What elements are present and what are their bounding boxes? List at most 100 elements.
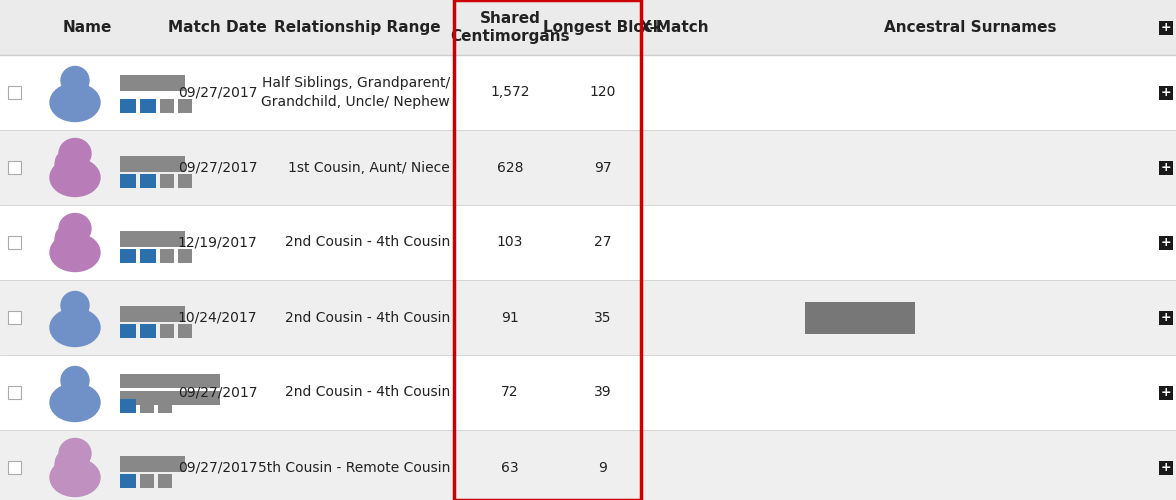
Bar (1158, 20, 1172, 34)
Bar (140, 324, 156, 338)
Ellipse shape (51, 458, 100, 496)
Bar (1158, 236, 1172, 250)
Bar (120, 230, 185, 246)
Bar (140, 474, 154, 488)
Bar (140, 98, 156, 112)
Bar (158, 398, 172, 412)
Ellipse shape (55, 454, 67, 477)
Bar (8, 161, 21, 174)
Text: +: + (1161, 161, 1171, 174)
Bar (0, 280, 1176, 355)
Bar (8, 461, 21, 474)
Ellipse shape (51, 308, 100, 346)
Text: 10/24/2017: 10/24/2017 (178, 310, 258, 324)
Bar (120, 98, 136, 112)
Text: 09/27/2017: 09/27/2017 (178, 86, 258, 100)
Circle shape (61, 442, 89, 469)
Bar (160, 324, 174, 338)
Text: 1st Cousin, Aunt/ Niece: 1st Cousin, Aunt/ Niece (288, 160, 450, 174)
Ellipse shape (59, 138, 91, 168)
Bar (120, 456, 185, 471)
Text: 97: 97 (594, 160, 612, 174)
Bar (160, 248, 174, 262)
Bar (120, 74, 185, 90)
Text: Ancestral Surnames: Ancestral Surnames (883, 20, 1056, 35)
Bar (806, 302, 915, 334)
Text: Name: Name (62, 20, 112, 35)
Text: 9: 9 (599, 460, 607, 474)
Text: 12/19/2017: 12/19/2017 (178, 236, 258, 250)
Bar (178, 248, 192, 262)
Ellipse shape (51, 158, 100, 196)
Text: 5th Cousin - Remote Cousin: 5th Cousin - Remote Cousin (258, 460, 450, 474)
Bar (8, 386, 21, 399)
Bar (0, 355, 1176, 430)
Ellipse shape (59, 214, 91, 244)
Text: Relationship Range: Relationship Range (274, 20, 441, 35)
Text: 1,572: 1,572 (490, 86, 529, 100)
Text: 09/27/2017: 09/27/2017 (178, 160, 258, 174)
Bar (0, 55, 1176, 130)
Text: +: + (1161, 236, 1171, 249)
Bar (140, 398, 154, 412)
Ellipse shape (55, 154, 67, 178)
Bar (120, 324, 136, 338)
Text: 35: 35 (594, 310, 612, 324)
Bar (0, 130, 1176, 205)
Bar (120, 306, 185, 322)
Ellipse shape (55, 228, 67, 252)
Bar (1158, 160, 1172, 174)
Bar (120, 398, 136, 412)
Bar (120, 390, 220, 404)
Text: 09/27/2017: 09/27/2017 (178, 460, 258, 474)
Bar (454, 0, 641, 500)
Bar (710, 0, 786, 500)
Bar (160, 174, 174, 188)
Text: Half Siblings, Grandparent/
Grandchild, Uncle/ Nephew: Half Siblings, Grandparent/ Grandchild, … (261, 76, 450, 108)
Text: X-Match: X-Match (640, 20, 710, 35)
Circle shape (61, 216, 89, 244)
Text: Shared: Shared (480, 11, 541, 26)
Bar (8, 311, 21, 324)
Text: 103: 103 (496, 236, 523, 250)
Text: 2nd Cousin - 4th Cousin: 2nd Cousin - 4th Cousin (285, 310, 450, 324)
Bar (1158, 460, 1172, 474)
Circle shape (61, 142, 89, 170)
Ellipse shape (51, 234, 100, 272)
Text: 39: 39 (594, 386, 612, 400)
Bar (1158, 86, 1172, 100)
Text: 2nd Cousin - 4th Cousin: 2nd Cousin - 4th Cousin (285, 236, 450, 250)
Text: Centimorgans: Centimorgans (450, 29, 570, 44)
Bar (178, 98, 192, 112)
Text: 628: 628 (496, 160, 523, 174)
Bar (178, 174, 192, 188)
Text: 91: 91 (501, 310, 519, 324)
Text: +: + (1161, 386, 1171, 399)
Bar (120, 474, 136, 488)
Text: 09/27/2017: 09/27/2017 (178, 386, 258, 400)
Bar (140, 174, 156, 188)
Ellipse shape (51, 84, 100, 122)
Bar (8, 236, 21, 249)
Bar (0, 430, 1176, 500)
Ellipse shape (51, 384, 100, 422)
Text: Match Date: Match Date (168, 20, 267, 35)
Bar (0, 0, 1176, 55)
Bar (158, 474, 172, 488)
Bar (0, 205, 1176, 280)
Bar (120, 174, 136, 188)
Text: 2nd Cousin - 4th Cousin: 2nd Cousin - 4th Cousin (285, 386, 450, 400)
Text: +: + (1161, 21, 1171, 34)
Bar (178, 324, 192, 338)
Text: +: + (1161, 86, 1171, 99)
Ellipse shape (59, 438, 91, 468)
Circle shape (61, 66, 89, 94)
Bar (1158, 310, 1172, 324)
Circle shape (61, 366, 89, 394)
Bar (120, 374, 220, 388)
Text: 63: 63 (501, 460, 519, 474)
Bar (1158, 386, 1172, 400)
Text: Longest Block: Longest Block (542, 20, 662, 35)
Text: +: + (1161, 461, 1171, 474)
Bar (140, 248, 156, 262)
